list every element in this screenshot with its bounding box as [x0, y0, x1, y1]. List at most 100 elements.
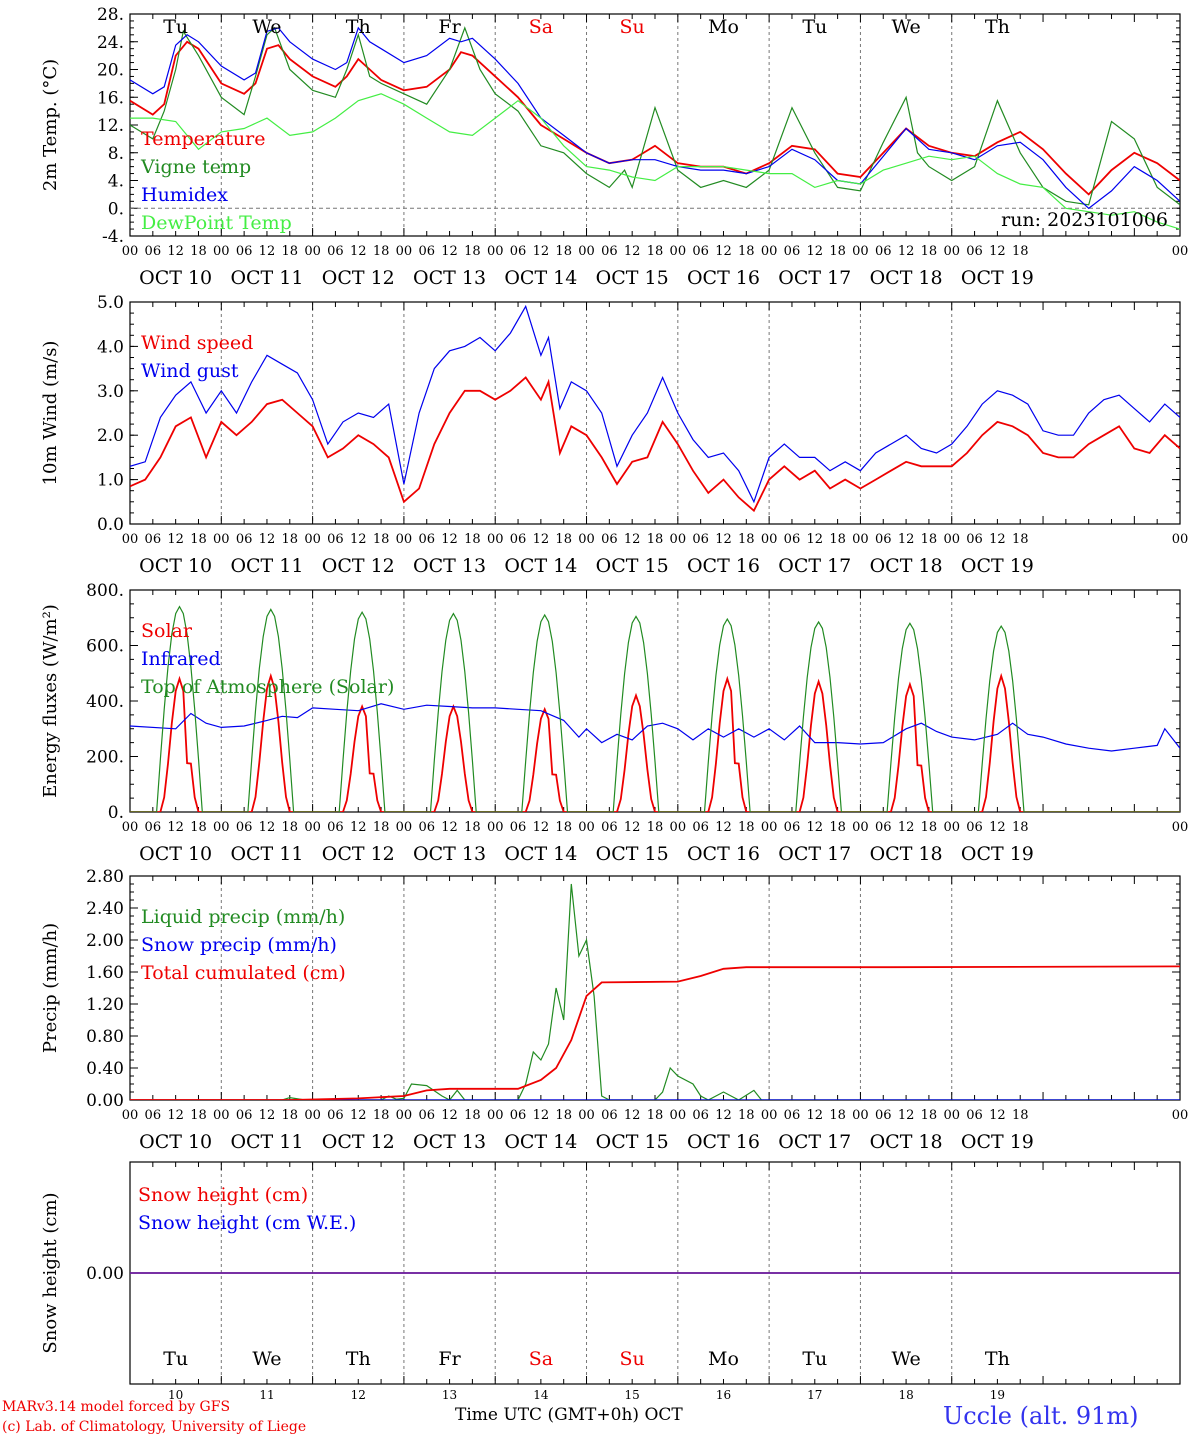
series-line-humidex: [130, 26, 1180, 210]
x-hour-label: 06: [145, 1108, 162, 1123]
x-hour-label: 06: [510, 244, 527, 259]
x-hour-label: 18: [555, 1108, 572, 1123]
x-hour-label: 06: [601, 1108, 618, 1123]
x-hour-label: 06: [601, 820, 618, 835]
time-axis-title: Time UTC (GMT+0h) OCT: [455, 1405, 683, 1425]
legend-entry: Wind speed: [141, 332, 253, 354]
panel-2: 0.0 1.0 2.0 3.0 4.0 5.0 10m Wind (m/s) Wind spe…: [40, 293, 1188, 577]
x-hour-label: 00: [213, 244, 230, 259]
x-hour-label: 06: [327, 1108, 344, 1123]
x-day-number: 17: [807, 1388, 822, 1402]
weekday-label: Fr: [438, 16, 461, 38]
x-hour-label: 00: [396, 244, 413, 259]
x-hour-label: 12: [807, 532, 824, 547]
panel-4: 0.00 0.40 0.80 1.20 1.60 2.00 2.40 2.80 Precip (…: [40, 867, 1188, 1153]
weekday-label: Su: [620, 1348, 645, 1370]
x-hour-label: 12: [167, 244, 184, 259]
x-hour-label: 12: [441, 820, 458, 835]
x-day-label: OCT 14: [504, 555, 577, 577]
legend-entry: Infrared: [141, 648, 221, 670]
y-tick-label: 0.00: [86, 1091, 124, 1111]
y-tick-label: 1.20: [86, 995, 124, 1015]
x-hour-label: 00: [670, 820, 687, 835]
x-hour-label: 12: [989, 820, 1006, 835]
x-hour-label: 12: [807, 244, 824, 259]
x-hour-label: 12: [167, 1108, 184, 1123]
legend-entry: Temperature: [141, 128, 265, 150]
panel-5: 0.00 Snow height (cm) Snow height (cm) Snow…: [40, 1161, 1181, 1402]
x-hour-label: 00: [670, 532, 687, 547]
x-hour-label: 00: [122, 532, 139, 547]
x-day-label: OCT 18: [870, 555, 943, 577]
x-hour-label: 06: [601, 244, 618, 259]
x-hour-label: 06: [327, 820, 344, 835]
y-tick-label: 0.80: [86, 1027, 124, 1047]
series-line-infrared: [130, 703, 1180, 752]
x-day-label: OCT 12: [322, 555, 395, 577]
x-hour-label: 12: [533, 244, 550, 259]
x-hour-label: 00: [943, 244, 960, 259]
x-day-label: OCT 15: [596, 555, 669, 577]
x-hour-label: 12: [898, 532, 915, 547]
x-day-label: OCT 16: [687, 843, 760, 865]
x-hour-label: 18: [921, 820, 938, 835]
y-tick-label: 600.: [86, 637, 124, 657]
x-day-label: OCT 19: [961, 843, 1034, 865]
x-hour-label: 06: [145, 244, 162, 259]
x-hour-label: 06: [966, 532, 983, 547]
x-hour-label: 12: [533, 532, 550, 547]
x-hour-label: 18: [829, 1108, 846, 1123]
x-hour-label: 00: [396, 1108, 413, 1123]
x-day-label: OCT 15: [596, 843, 669, 865]
panel-frame: [129, 589, 1181, 813]
x-day-number: 13: [442, 1388, 457, 1402]
x-hour-label: 06: [418, 820, 435, 835]
x-hour-label: 18: [282, 244, 299, 259]
x-hour-label: 00: [852, 244, 869, 259]
legend-entry: Wind gust: [141, 360, 239, 382]
y-tick-label: 2.80: [86, 867, 124, 887]
x-hour-label: 12: [715, 820, 732, 835]
plot-area: [130, 304, 1180, 513]
x-hour-label: 12: [715, 1108, 732, 1123]
x-day-label: OCT 11: [230, 1131, 303, 1153]
y-axis-label: Energy fluxes (W/m²): [40, 604, 61, 798]
x-hour-label: 00: [943, 1108, 960, 1123]
x-day-label: OCT 14: [504, 267, 577, 289]
x-day-label: OCT 18: [870, 1131, 943, 1153]
y-tick-label: -4.: [102, 227, 124, 247]
x-day-label: OCT 11: [230, 843, 303, 865]
plot-area: [130, 605, 1180, 812]
x-hour-label: 00: [852, 1108, 869, 1123]
x-hour-label: 00: [396, 820, 413, 835]
x-hour-label: 18: [921, 244, 938, 259]
weekday-label: We: [252, 16, 281, 38]
y-tick-label: 2.40: [86, 899, 124, 919]
x-hour-label: 18: [738, 532, 755, 547]
series-line-solar: [130, 672, 1180, 812]
x-day-label: OCT 12: [322, 843, 395, 865]
x-hour-label: 00: [122, 820, 139, 835]
x-hour-label: 18: [647, 820, 664, 835]
x-hour-label: 06: [601, 532, 618, 547]
x-hour-label: 18: [373, 1108, 390, 1123]
weekday-label: Sa: [529, 1348, 553, 1370]
weekday-label: Tu: [163, 1348, 188, 1370]
x-hour-label: 00: [213, 820, 230, 835]
x-hour-label: 18: [464, 820, 481, 835]
x-hour-label: 06: [784, 1108, 801, 1123]
series-line-wind-speed: [130, 376, 1180, 513]
x-hour-label: 18: [373, 532, 390, 547]
x-hour-label: 00: [487, 532, 504, 547]
x-hour-label: 12: [350, 244, 367, 259]
x-hour-label: 18: [829, 244, 846, 259]
x-day-label: OCT 10: [139, 267, 212, 289]
y-tick-label: 20.: [97, 61, 124, 81]
x-hour-label: 12: [533, 1108, 550, 1123]
x-hour-label: 12: [898, 820, 915, 835]
x-day-number: 18: [898, 1388, 913, 1402]
x-hour-label: 18: [1012, 244, 1029, 259]
y-axis-label: Snow height (cm): [40, 1192, 61, 1353]
x-day-label: OCT 13: [413, 1131, 486, 1153]
x-hour-label: 12: [167, 532, 184, 547]
